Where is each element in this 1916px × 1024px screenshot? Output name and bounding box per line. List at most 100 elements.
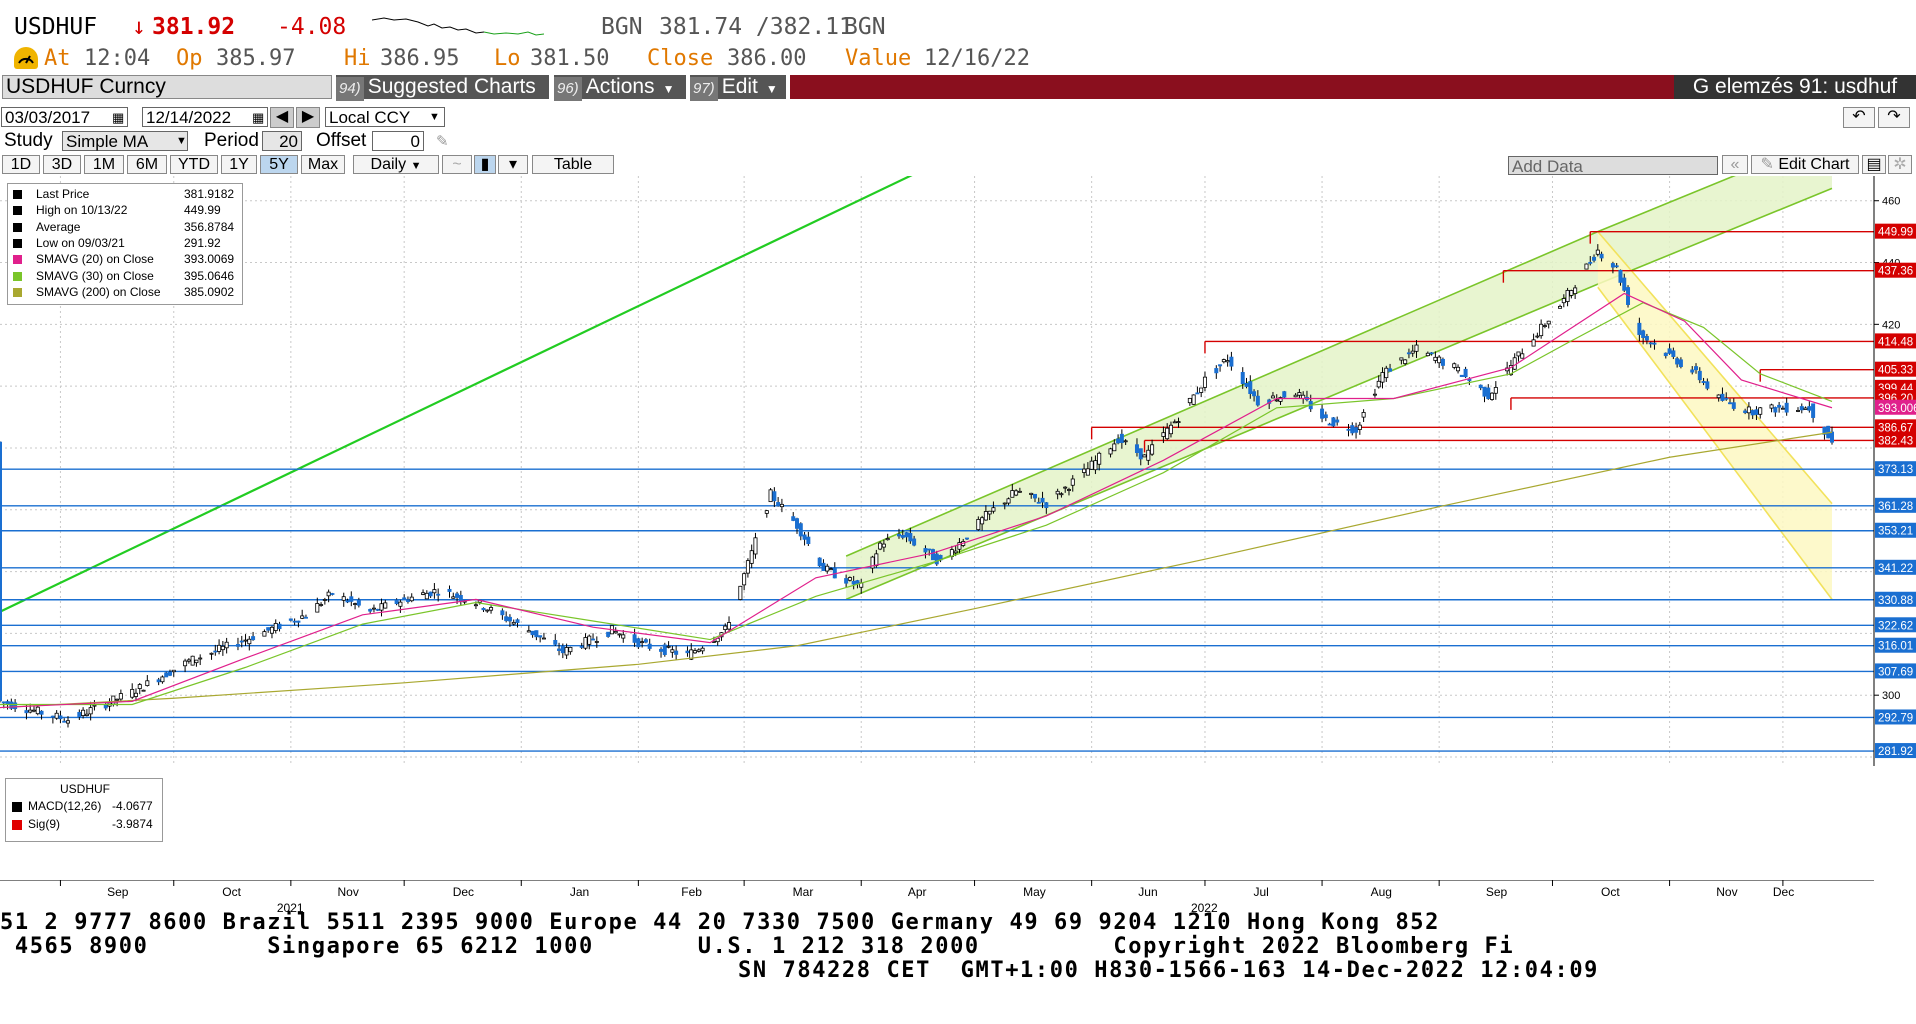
candle-body bbox=[1694, 366, 1699, 371]
candle-body bbox=[432, 589, 437, 594]
frequency-select[interactable]: Daily ▼ bbox=[353, 155, 439, 174]
candle-body bbox=[24, 710, 29, 714]
actions-menu[interactable]: 96) Actions ▼ bbox=[554, 75, 686, 101]
undo-button[interactable]: ↶ bbox=[1843, 107, 1875, 128]
candle-body bbox=[1663, 352, 1668, 357]
sparkline bbox=[372, 17, 544, 36]
candle-body bbox=[991, 507, 996, 512]
range-button-5y[interactable]: 5Y bbox=[260, 155, 298, 174]
price-tag bbox=[1875, 559, 1916, 575]
price-tag-label: 361.28 bbox=[1878, 501, 1913, 513]
candle-body bbox=[1244, 382, 1249, 387]
collapse-button[interactable]: « bbox=[1722, 155, 1748, 174]
suggested-charts-button[interactable]: 94) Suggested Charts bbox=[336, 75, 549, 101]
range-button-1d[interactable]: 1D bbox=[2, 155, 40, 174]
x-month-label: Mar bbox=[793, 885, 814, 899]
candle-body bbox=[500, 610, 505, 616]
candle-body bbox=[224, 641, 229, 649]
price-tag bbox=[1875, 262, 1916, 278]
offset-input[interactable]: 0 bbox=[372, 131, 424, 151]
chart-title: G elemzés 91: usdhuf bbox=[1674, 75, 1916, 99]
candle-body bbox=[1089, 460, 1094, 470]
range-button-6m[interactable]: 6M bbox=[127, 155, 167, 174]
candle-body bbox=[322, 599, 327, 601]
table-button[interactable]: Table bbox=[532, 155, 614, 174]
candle-style-button[interactable]: ▮ bbox=[474, 155, 496, 174]
candle-body bbox=[1331, 417, 1336, 427]
candle-body bbox=[1459, 374, 1464, 378]
calendar-icon[interactable]: ▦ bbox=[112, 110, 125, 125]
price-chart[interactable]: 300420440460449.99437.36414.48405.33399.… bbox=[0, 176, 1916, 766]
speedometer-icon[interactable] bbox=[14, 47, 38, 69]
candle-body bbox=[383, 602, 388, 609]
add-data-input[interactable]: Add Data bbox=[1508, 156, 1718, 176]
period-input[interactable]: 20 bbox=[262, 131, 302, 151]
candle-body bbox=[964, 537, 969, 540]
study-select[interactable]: Simple MA bbox=[62, 131, 188, 151]
candle-body bbox=[213, 650, 218, 653]
candle-body bbox=[1014, 490, 1019, 496]
range-button-1y[interactable]: 1Y bbox=[221, 155, 257, 174]
legend-value: -3.9874 bbox=[112, 817, 153, 831]
x-month-label: Sep bbox=[1486, 885, 1508, 899]
scroll-left-button[interactable]: ◀ bbox=[270, 107, 294, 128]
calendar-icon[interactable]: ▦ bbox=[252, 110, 265, 125]
start-date-input[interactable]: 03/03/2017 bbox=[1, 107, 128, 127]
candle-body bbox=[659, 648, 664, 652]
style-caret-button[interactable]: ▾ bbox=[498, 155, 528, 174]
range-button-1m[interactable]: 1M bbox=[84, 155, 124, 174]
scroll-right-button[interactable]: ▶ bbox=[296, 107, 320, 128]
candle-body bbox=[1716, 394, 1721, 399]
candle-body bbox=[368, 608, 373, 612]
candle-body bbox=[424, 592, 429, 600]
x-month-label: Dec bbox=[453, 885, 474, 899]
candle-body bbox=[1667, 348, 1672, 354]
candle-body bbox=[1040, 497, 1045, 503]
edit-chart-button[interactable]: ✎ Edit Chart bbox=[1751, 155, 1859, 174]
legend-label: High on 10/13/22 bbox=[36, 203, 128, 218]
range-button-ytd[interactable]: YTD bbox=[170, 155, 218, 174]
candle-body bbox=[1119, 433, 1124, 443]
candle-body bbox=[1165, 427, 1170, 440]
footer-session-line: SN 784228 CET GMT+1:00 H830-1566-163 14-… bbox=[738, 958, 1600, 983]
x-month-label: Jan bbox=[570, 885, 589, 899]
currency-select[interactable]: Local CCY bbox=[325, 107, 445, 127]
candle-body bbox=[832, 567, 837, 579]
candle-body bbox=[243, 639, 248, 642]
candle-body bbox=[538, 635, 543, 638]
candle-body bbox=[1195, 392, 1200, 395]
low-value: 381.50 bbox=[530, 46, 610, 71]
candle-body bbox=[772, 491, 777, 502]
candle-body bbox=[1588, 261, 1593, 264]
candle-body bbox=[934, 553, 939, 565]
redo-button[interactable]: ↷ bbox=[1878, 107, 1910, 128]
candle-body bbox=[1769, 404, 1774, 409]
candle-body bbox=[1403, 359, 1408, 365]
last-price: 381.92 bbox=[152, 14, 236, 40]
candle-body bbox=[1085, 468, 1090, 476]
line-style-button[interactable]: ~ bbox=[442, 155, 472, 174]
security-field[interactable]: USDHUF Curncy bbox=[2, 75, 332, 99]
range-button-max[interactable]: Max bbox=[301, 155, 345, 174]
range-button-3d[interactable]: 3D bbox=[43, 155, 81, 174]
candle-body bbox=[1558, 305, 1563, 309]
legend-swatch bbox=[13, 238, 22, 248]
end-date-input[interactable]: 12/14/2022 bbox=[142, 107, 268, 127]
candle-body bbox=[0, 441, 3, 702]
legend-swatch bbox=[13, 190, 22, 199]
candle-body bbox=[115, 698, 120, 701]
candle-body bbox=[1384, 367, 1389, 379]
candle-body bbox=[235, 644, 240, 647]
pencil-icon[interactable]: ✎ bbox=[436, 133, 449, 150]
price-tag-label: 322.62 bbox=[1878, 620, 1913, 632]
chart-settings-button[interactable]: ▤ bbox=[1862, 155, 1886, 174]
candle-body bbox=[481, 607, 486, 611]
ticker: USDHUF bbox=[14, 14, 98, 40]
edit-menu[interactable]: 97) Edit ▼ bbox=[690, 75, 786, 101]
gear-icon[interactable]: ✲ bbox=[1888, 155, 1912, 174]
candle-body bbox=[776, 502, 781, 507]
candle-body bbox=[749, 550, 754, 564]
legend-swatch bbox=[12, 802, 22, 812]
candle-body bbox=[1354, 427, 1359, 433]
legend-label: SMAVG (20) on Close bbox=[36, 252, 154, 267]
